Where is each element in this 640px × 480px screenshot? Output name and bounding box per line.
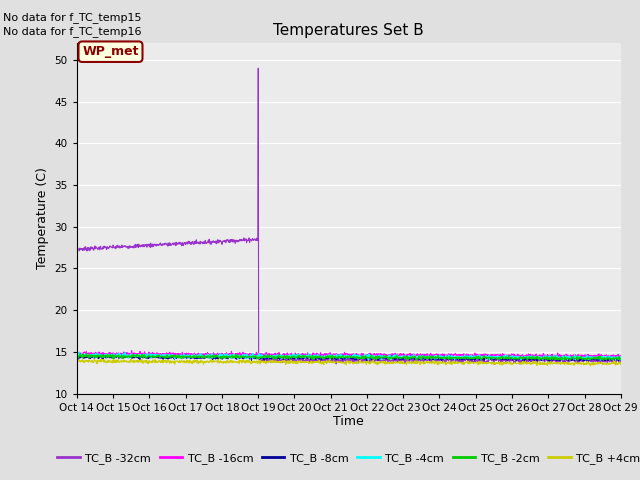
Legend: TC_B -32cm, TC_B -16cm, TC_B -8cm, TC_B -4cm, TC_B -2cm, TC_B +4cm: TC_B -32cm, TC_B -16cm, TC_B -8cm, TC_B … (53, 448, 640, 468)
Text: WP_met: WP_met (82, 45, 139, 58)
X-axis label: Time: Time (333, 415, 364, 429)
Y-axis label: Temperature (C): Temperature (C) (36, 168, 49, 269)
Text: No data for f_TC_temp16: No data for f_TC_temp16 (3, 26, 141, 37)
Text: No data for f_TC_temp15: No data for f_TC_temp15 (3, 12, 141, 23)
Title: Temperatures Set B: Temperatures Set B (273, 23, 424, 38)
